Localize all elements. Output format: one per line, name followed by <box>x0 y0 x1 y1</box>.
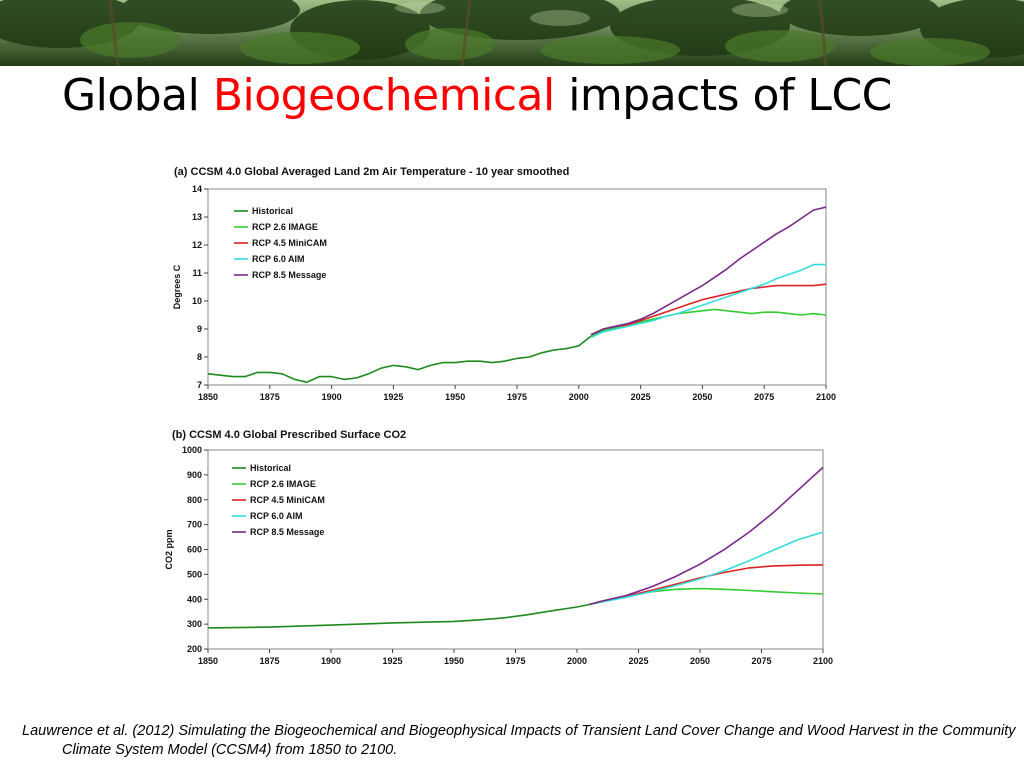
y-axis-label: CO2 ppm <box>164 529 174 569</box>
x-tick-label: 1975 <box>507 392 527 402</box>
x-tick-label: 1950 <box>445 392 465 402</box>
title-part-2: impacts of LCC <box>554 70 892 121</box>
y-tick-label: 500 <box>187 569 202 579</box>
y-tick-label: 300 <box>187 619 202 629</box>
y-tick-label: 9 <box>197 324 202 334</box>
y-tick-label: 11 <box>192 268 202 278</box>
x-tick-label: 2100 <box>816 392 836 402</box>
rainforest-banner-image <box>0 0 1024 66</box>
legend-label: RCP 8.5 Message <box>252 270 326 280</box>
x-tick-label: 1975 <box>505 656 525 666</box>
x-tick-label: 2025 <box>631 392 651 402</box>
series-line-3 <box>590 283 827 336</box>
legend-label: Historical <box>252 206 293 216</box>
y-tick-label: 600 <box>187 545 202 555</box>
x-tick-label: 1925 <box>383 392 403 402</box>
x-tick-label: 2075 <box>751 656 771 666</box>
y-tick-label: 12 <box>192 240 202 250</box>
legend-label: Historical <box>250 463 291 473</box>
series-line-5 <box>589 466 824 606</box>
legend-label: RCP 4.5 MiniCAM <box>252 238 327 248</box>
legend-label: RCP 2.6 IMAGE <box>252 222 318 232</box>
x-tick-label: 1875 <box>260 392 280 402</box>
y-tick-label: 8 <box>197 352 202 362</box>
x-tick-label: 1850 <box>198 656 218 666</box>
x-tick-label: 1900 <box>321 656 341 666</box>
legend-label: RCP 6.0 AIM <box>252 254 305 264</box>
title-accent-word: Biogeochemical <box>212 70 555 121</box>
series-line-4 <box>590 263 826 339</box>
y-tick-label: 13 <box>192 212 202 222</box>
y-tick-label: 400 <box>187 594 202 604</box>
x-tick-label: 2100 <box>813 656 833 666</box>
x-tick-label: 1950 <box>444 656 464 666</box>
temperature-chart: (a) CCSM 4.0 Global Averaged Land 2m Air… <box>166 158 846 410</box>
y-axis-label: Degrees C <box>172 264 182 309</box>
y-tick-label: 10 <box>192 296 202 306</box>
series-line-1 <box>207 335 592 383</box>
chart-title: (b) CCSM 4.0 Global Prescribed Surface C… <box>172 429 406 441</box>
chart-title: (a) CCSM 4.0 Global Averaged Land 2m Air… <box>174 166 569 178</box>
x-tick-label: 1900 <box>322 392 342 402</box>
x-tick-label: 2050 <box>692 392 712 402</box>
series-line-1 <box>207 603 590 629</box>
x-tick-label: 1850 <box>198 392 218 402</box>
legend-label: RCP 4.5 MiniCAM <box>250 495 325 505</box>
x-tick-label: 1925 <box>382 656 402 666</box>
y-tick-label: 14 <box>192 184 202 194</box>
plot-area <box>207 188 827 386</box>
y-tick-label: 200 <box>187 644 202 654</box>
y-tick-label: 700 <box>187 520 202 530</box>
x-tick-label: 2075 <box>754 392 774 402</box>
x-tick-label: 2000 <box>569 392 589 402</box>
co2-chart: (b) CCSM 4.0 Global Prescribed Surface C… <box>160 420 844 674</box>
slide-title: Global Biogeochemical impacts of LCC <box>62 70 892 121</box>
x-tick-label: 2025 <box>628 656 648 666</box>
x-tick-label: 1875 <box>259 656 279 666</box>
legend-label: RCP 2.6 IMAGE <box>250 479 316 489</box>
y-tick-label: 800 <box>187 495 202 505</box>
x-tick-label: 2050 <box>690 656 710 666</box>
series-line-5 <box>590 206 827 336</box>
series-line-4 <box>589 531 824 606</box>
citation-text: Lauwrence et al. (2012) Simulating the B… <box>22 723 1016 758</box>
y-tick-label: 1000 <box>182 445 202 455</box>
x-tick-label: 2000 <box>567 656 587 666</box>
title-part-1: Global <box>62 70 213 121</box>
co2-chart-svg: (b) CCSM 4.0 Global Prescribed Surface C… <box>164 429 833 666</box>
legend-label: RCP 8.5 Message <box>250 527 324 537</box>
y-tick-label: 900 <box>187 470 202 480</box>
legend-label: RCP 6.0 AIM <box>250 511 303 521</box>
temperature-chart-svg: (a) CCSM 4.0 Global Averaged Land 2m Air… <box>172 166 836 402</box>
y-tick-label: 7 <box>197 380 202 390</box>
